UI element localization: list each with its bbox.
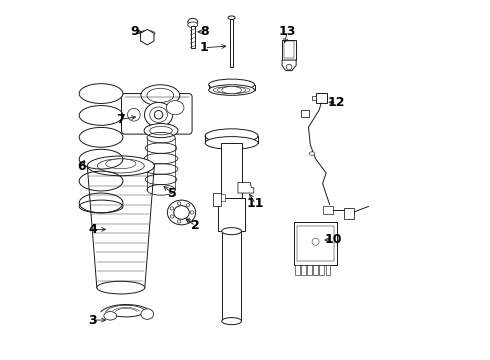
Ellipse shape bbox=[154, 111, 163, 119]
Text: 4: 4 bbox=[88, 223, 97, 236]
Ellipse shape bbox=[188, 18, 198, 26]
Ellipse shape bbox=[218, 86, 245, 94]
Ellipse shape bbox=[312, 238, 319, 245]
Ellipse shape bbox=[186, 204, 190, 207]
Ellipse shape bbox=[106, 159, 136, 169]
Ellipse shape bbox=[205, 129, 258, 143]
Ellipse shape bbox=[188, 22, 198, 28]
Bar bbox=[294, 222, 337, 265]
Bar bbox=[322, 207, 333, 213]
Bar bbox=[301, 110, 309, 117]
Ellipse shape bbox=[79, 84, 123, 103]
Ellipse shape bbox=[228, 16, 235, 19]
Bar bbox=[221, 194, 225, 201]
Ellipse shape bbox=[104, 312, 117, 320]
Bar bbox=[230, 18, 233, 67]
Bar bbox=[316, 93, 327, 103]
Ellipse shape bbox=[174, 206, 189, 219]
Ellipse shape bbox=[177, 202, 181, 205]
Ellipse shape bbox=[144, 33, 151, 41]
Ellipse shape bbox=[205, 136, 258, 149]
Bar bbox=[221, 231, 242, 321]
Ellipse shape bbox=[190, 211, 194, 214]
Bar bbox=[301, 265, 306, 275]
PathPatch shape bbox=[141, 30, 154, 45]
Ellipse shape bbox=[98, 159, 144, 173]
Ellipse shape bbox=[213, 86, 250, 94]
Bar bbox=[297, 226, 334, 261]
Ellipse shape bbox=[140, 30, 155, 36]
Ellipse shape bbox=[127, 108, 140, 121]
Ellipse shape bbox=[144, 123, 178, 138]
Ellipse shape bbox=[221, 86, 242, 94]
Text: 11: 11 bbox=[247, 198, 264, 211]
Text: 13: 13 bbox=[279, 25, 296, 38]
PathPatch shape bbox=[344, 208, 354, 219]
Bar bbox=[218, 198, 245, 231]
Text: 2: 2 bbox=[191, 219, 200, 232]
Bar bbox=[213, 193, 221, 207]
Ellipse shape bbox=[141, 309, 154, 319]
Text: 12: 12 bbox=[328, 96, 345, 109]
Ellipse shape bbox=[209, 79, 254, 90]
Bar bbox=[282, 40, 296, 60]
Text: 7: 7 bbox=[116, 113, 125, 126]
Ellipse shape bbox=[221, 318, 242, 325]
FancyBboxPatch shape bbox=[122, 94, 192, 134]
Ellipse shape bbox=[309, 152, 315, 155]
Ellipse shape bbox=[141, 85, 180, 106]
Ellipse shape bbox=[87, 156, 154, 176]
Text: 5: 5 bbox=[168, 187, 177, 200]
Ellipse shape bbox=[177, 220, 181, 223]
Bar bbox=[284, 41, 294, 58]
Bar bbox=[325, 265, 330, 275]
Text: 8: 8 bbox=[200, 25, 208, 38]
Ellipse shape bbox=[170, 215, 174, 218]
Text: 10: 10 bbox=[324, 234, 342, 247]
Ellipse shape bbox=[145, 102, 172, 127]
Ellipse shape bbox=[97, 281, 145, 294]
Ellipse shape bbox=[147, 88, 174, 102]
Ellipse shape bbox=[286, 64, 292, 70]
Ellipse shape bbox=[170, 207, 174, 210]
Text: 9: 9 bbox=[131, 25, 139, 38]
Ellipse shape bbox=[209, 85, 254, 95]
Ellipse shape bbox=[166, 101, 184, 115]
Ellipse shape bbox=[186, 218, 190, 221]
Text: 1: 1 bbox=[200, 41, 209, 54]
Bar bbox=[319, 265, 324, 275]
Bar bbox=[221, 143, 242, 231]
Bar bbox=[191, 26, 195, 48]
Bar bbox=[307, 265, 312, 275]
Ellipse shape bbox=[221, 228, 242, 235]
Bar bbox=[314, 265, 318, 275]
Bar bbox=[312, 96, 316, 100]
Ellipse shape bbox=[150, 126, 172, 135]
PathPatch shape bbox=[282, 60, 296, 71]
Bar bbox=[295, 265, 299, 275]
Ellipse shape bbox=[150, 107, 168, 122]
PathPatch shape bbox=[238, 183, 254, 193]
Text: 6: 6 bbox=[78, 160, 86, 173]
Ellipse shape bbox=[168, 200, 196, 225]
Text: 3: 3 bbox=[88, 314, 97, 327]
